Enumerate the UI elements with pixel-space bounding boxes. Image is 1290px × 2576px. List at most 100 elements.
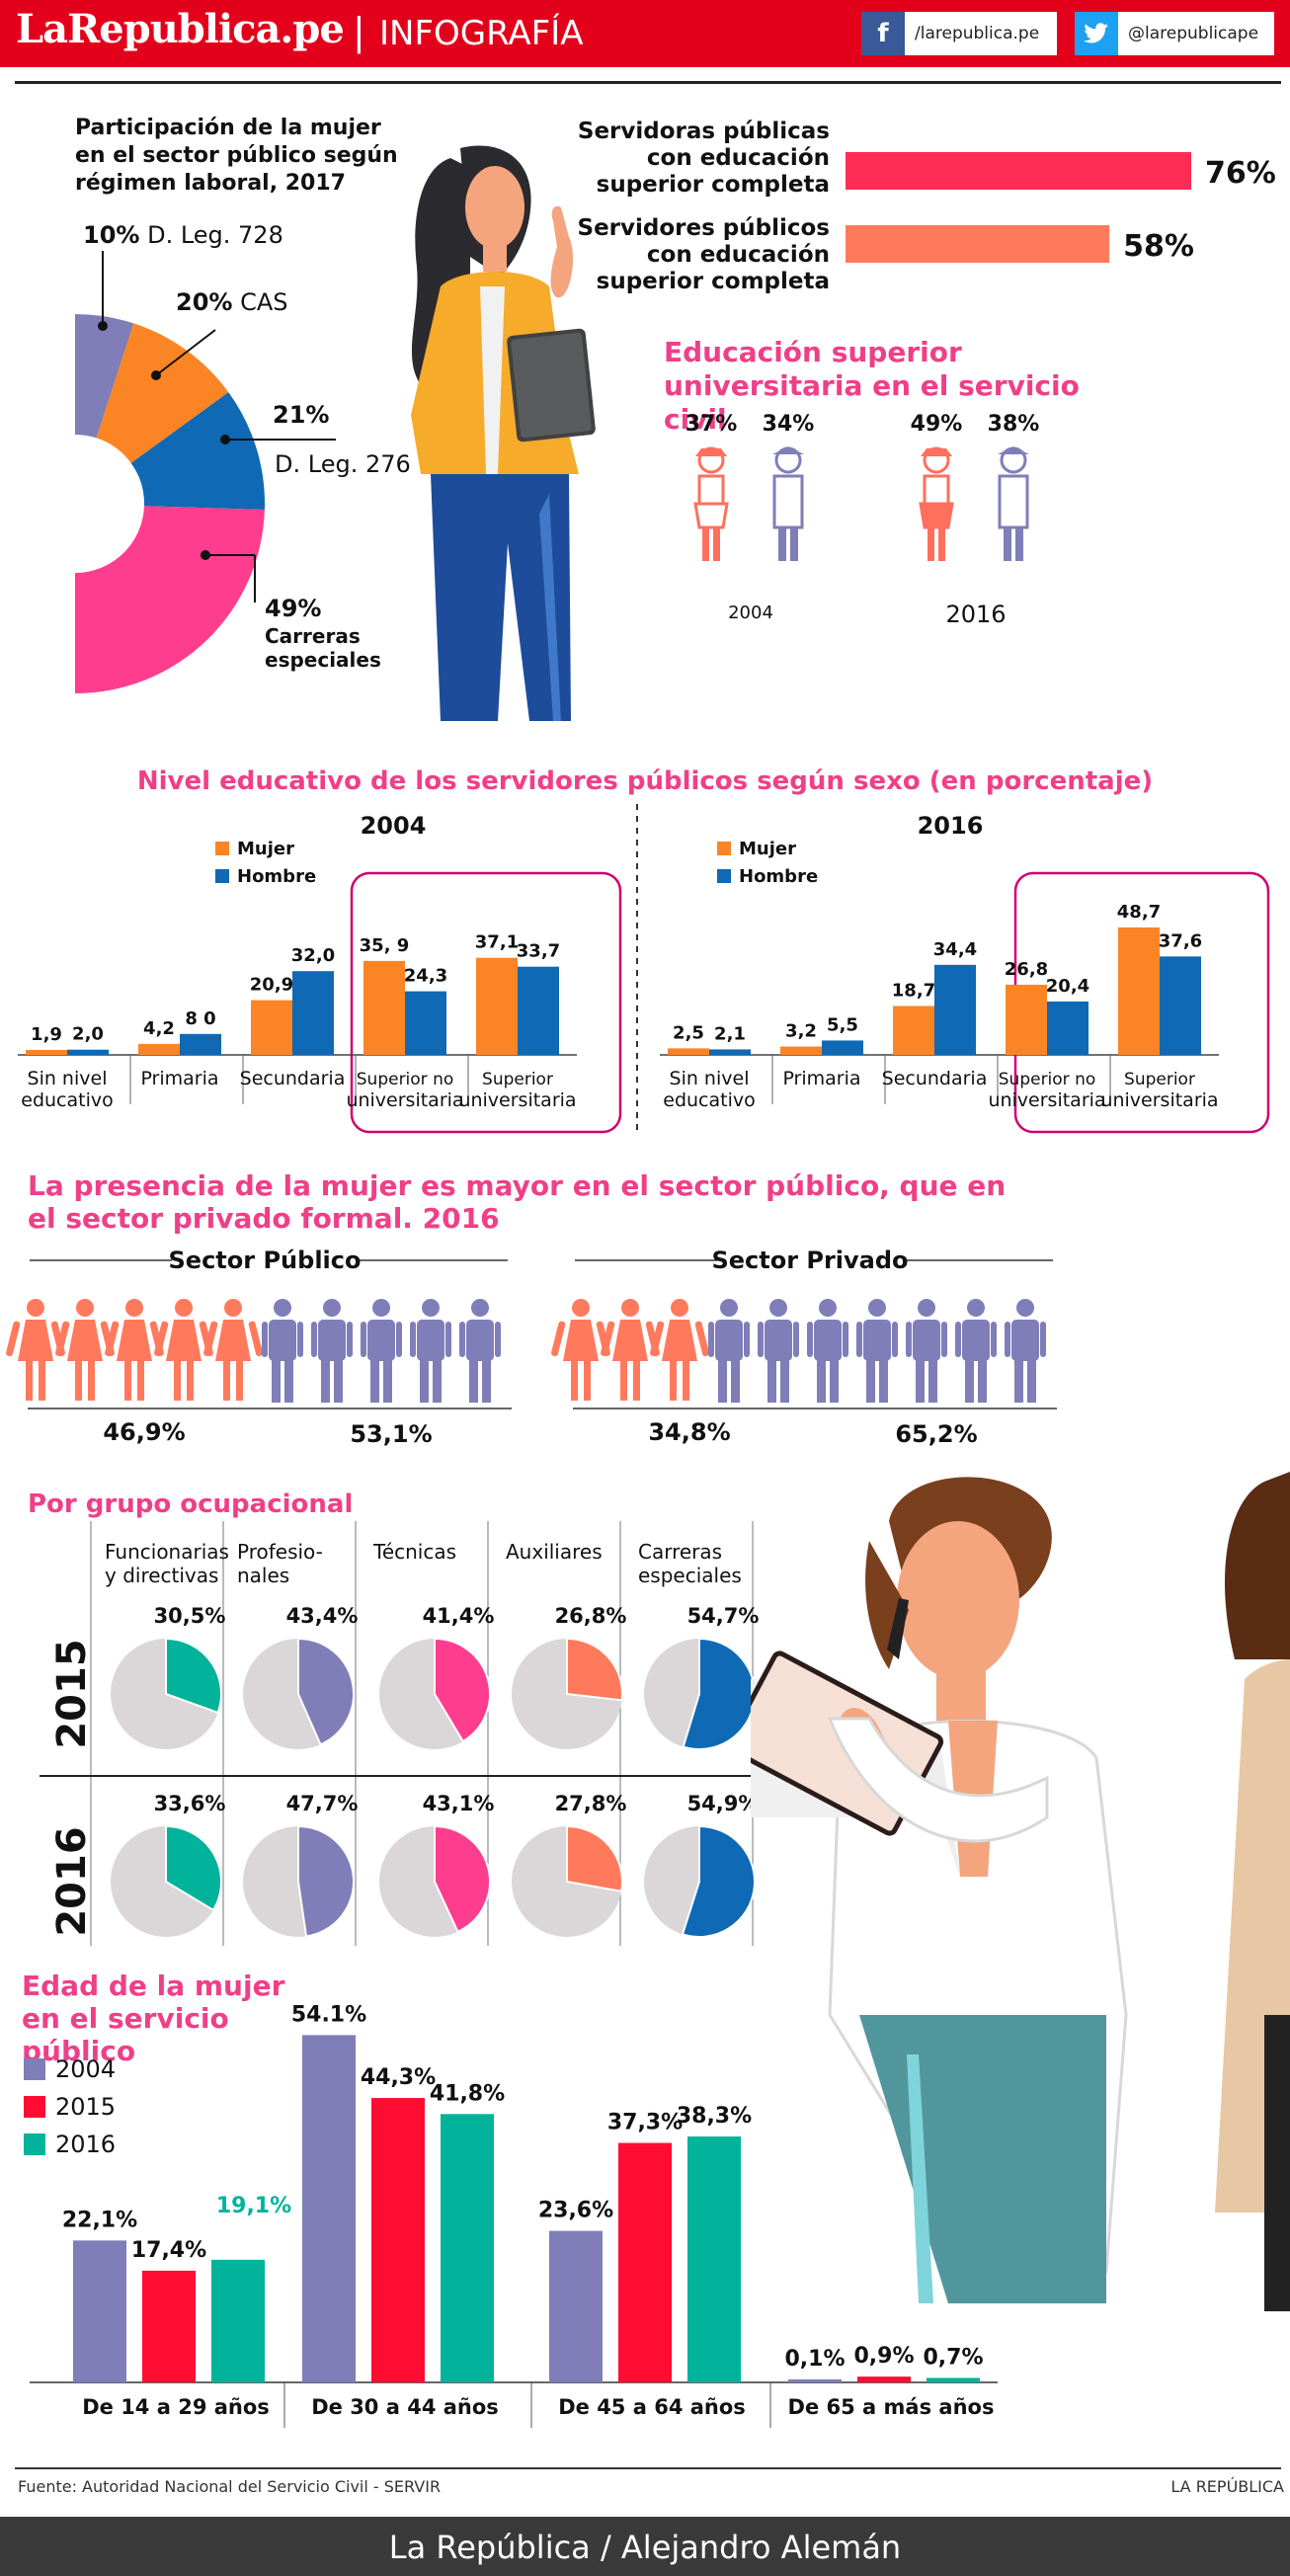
- bar-1-2004: [302, 2035, 356, 2382]
- participacion-chart: [75, 251, 336, 693]
- bar-2016-1-1: [822, 1040, 863, 1055]
- pie-slice-2016-2: [434, 1824, 491, 1934]
- pie-slice-2015-1: [297, 1637, 355, 1746]
- category-label-1: De 30 a 44 años: [311, 2395, 499, 2419]
- twitter-link[interactable]: @larepublicape: [1075, 12, 1274, 55]
- legend-swatch-1: [215, 869, 229, 883]
- group-label-4: Carreras: [638, 1540, 722, 1564]
- pie-slice-2016-0: [165, 1824, 222, 1912]
- bar-label-1-2004: 54.1%: [291, 2005, 366, 2027]
- legend-swatch-2016: [24, 2133, 45, 2155]
- bar-2004-0-1: [67, 1049, 109, 1055]
- site-logo[interactable]: LaRepublica.pe: [16, 6, 345, 52]
- pie-slice-2015-2: [434, 1637, 491, 1743]
- bar-2016-0-1: [709, 1049, 751, 1055]
- pie-label-2015-2: 41,4%: [423, 1604, 495, 1628]
- pie-label-2015-3: 26,8%: [555, 1604, 627, 1628]
- presencia-chart: Sector Público 46,9% 53,1% Sector Privado 3…: [6, 1247, 1057, 1448]
- legend-label-2015: 2015: [55, 2093, 116, 2121]
- slice-value-carreras: 49%: [265, 595, 322, 622]
- woman-with-book-illustration: [411, 145, 596, 721]
- bar-2016-0-0: [668, 1048, 709, 1055]
- legend-label-2016: 2016: [55, 2131, 116, 2158]
- facebook-link[interactable]: f /larepublica.pe: [861, 12, 1057, 55]
- legend-swatch-0: [717, 842, 731, 855]
- legend-swatch-2004: [24, 2058, 45, 2080]
- bar-label-2004-3-0: 35, 9: [360, 935, 410, 956]
- bar-2004-1-1: [180, 1033, 221, 1055]
- highlight-box: [350, 871, 622, 1134]
- group-label-2: Técnicas: [372, 1540, 456, 1564]
- pie-label-2015-4: 54,7%: [687, 1604, 760, 1628]
- category-label-2004-1: Primaria: [140, 1068, 218, 1089]
- woman-icon-0: [6, 1299, 65, 1401]
- pie-slice-2016-4: [681, 1824, 756, 1938]
- bar-2016-4-0: [1118, 926, 1160, 1055]
- pie-label-2015-0: 30,5%: [154, 1604, 226, 1628]
- woman-icon-1: [601, 1299, 660, 1401]
- footer-rule: [15, 2467, 1281, 2469]
- category-label-2016-3: Superior no: [999, 1070, 1096, 1089]
- man-icon-5: [262, 1299, 303, 1403]
- man-icon-5: [807, 1299, 848, 1403]
- legend-label-0: Mujer: [739, 839, 796, 859]
- bar-label-0-2004: 22,1%: [62, 2208, 137, 2232]
- bar-label-1-2015: 44,3%: [361, 2065, 436, 2090]
- bar-label-2016-0-1: 2,1: [714, 1023, 746, 1044]
- hombre-percent: 65,2%: [895, 1420, 977, 1448]
- category-label-2016-3: universitaria: [988, 1089, 1105, 1111]
- bar-label-3-2004: 0,1%: [784, 2347, 845, 2372]
- category-label-2016-0: educativo: [663, 1089, 755, 1111]
- pie-label-2016-1: 47,7%: [286, 1792, 359, 1815]
- category-label-2004-3: universitaria: [346, 1089, 463, 1111]
- woman-icon-2004: [693, 446, 729, 561]
- man-icon-8: [410, 1299, 451, 1403]
- legend-swatch-1: [717, 869, 731, 883]
- man-icon-7: [361, 1299, 402, 1403]
- donut-slice-0: [75, 314, 134, 439]
- woman-icon-2: [650, 1299, 709, 1401]
- hbar-value-1: 58%: [1123, 229, 1194, 264]
- pie-label-2016-4: 54,9%: [687, 1792, 760, 1815]
- bar-label-2016-4-0: 48,7: [1117, 902, 1161, 923]
- edad-chart: 2004 2015 2016 22,1% 17,4% 19,1% De 14 a 29 añ…: [24, 2005, 998, 2428]
- slice-label-728: 10% D. Leg. 728: [83, 221, 283, 249]
- category-label-2004-2: Secundaria: [240, 1068, 346, 1089]
- mujer-percent: 34,8%: [648, 1418, 730, 1446]
- servidoras-label: Servidoras públicas con educación superi…: [577, 119, 830, 198]
- bar-label-2016-1-1: 5,5: [827, 1014, 858, 1035]
- category-label-2004-4: universitaria: [458, 1089, 576, 1111]
- man-icon-3: [708, 1299, 750, 1403]
- woman-with-clipboard-illustration: [751, 1472, 1290, 2311]
- bar-2016-1-0: [780, 1046, 822, 1055]
- hombre-value-2016: 38%: [988, 412, 1040, 437]
- bar-label-2004-4-0: 37,1: [475, 932, 519, 953]
- category-label-2: De 45 a 64 años: [558, 2395, 746, 2419]
- bar-2-2004: [549, 2230, 603, 2382]
- bar-2004-4-0: [476, 957, 518, 1055]
- year-label-2016: 2016: [945, 601, 1006, 628]
- credit-line: La República / Alejandro Alemán: [388, 2529, 902, 2566]
- bar-label-2004-4-1: 33,7: [517, 941, 560, 962]
- bar-3-2004: [788, 2379, 842, 2382]
- credit-bar: [0, 2517, 1290, 2576]
- group-label-1: Profesio-: [237, 1540, 323, 1564]
- bar-2016-2-1: [934, 964, 976, 1055]
- category-label-2016-2: Secundaria: [882, 1068, 988, 1089]
- twitter-handle: @larepublicape: [1128, 24, 1259, 43]
- source-note: Fuente: Autoridad Nacional del Servicio …: [18, 2477, 442, 2496]
- bar-label-2004-0-1: 2,0: [72, 1024, 104, 1045]
- hombre-percent: 53,1%: [350, 1420, 432, 1448]
- hombre-value-2004: 34%: [763, 412, 815, 437]
- pie-label-2016-3: 27,8%: [555, 1792, 627, 1815]
- bar-2-2015: [618, 2142, 672, 2382]
- bar-label-3-2015: 0,9%: [853, 2344, 914, 2369]
- edad-title: Edad de la mujer en el servicio público: [22, 1970, 285, 2067]
- bar-label-0-2016: 19,1%: [216, 2194, 291, 2218]
- pie-label-2016-0: 33,6%: [154, 1792, 226, 1815]
- slice-label-carreras: Carreras especiales: [265, 624, 381, 672]
- universitaria-figures: 37% 34% 2004 49% 38% 2016: [685, 412, 1040, 628]
- twitter-icon: [1075, 12, 1118, 55]
- bar-1-2015: [371, 2098, 425, 2382]
- bar-2004-0-0: [26, 1049, 67, 1055]
